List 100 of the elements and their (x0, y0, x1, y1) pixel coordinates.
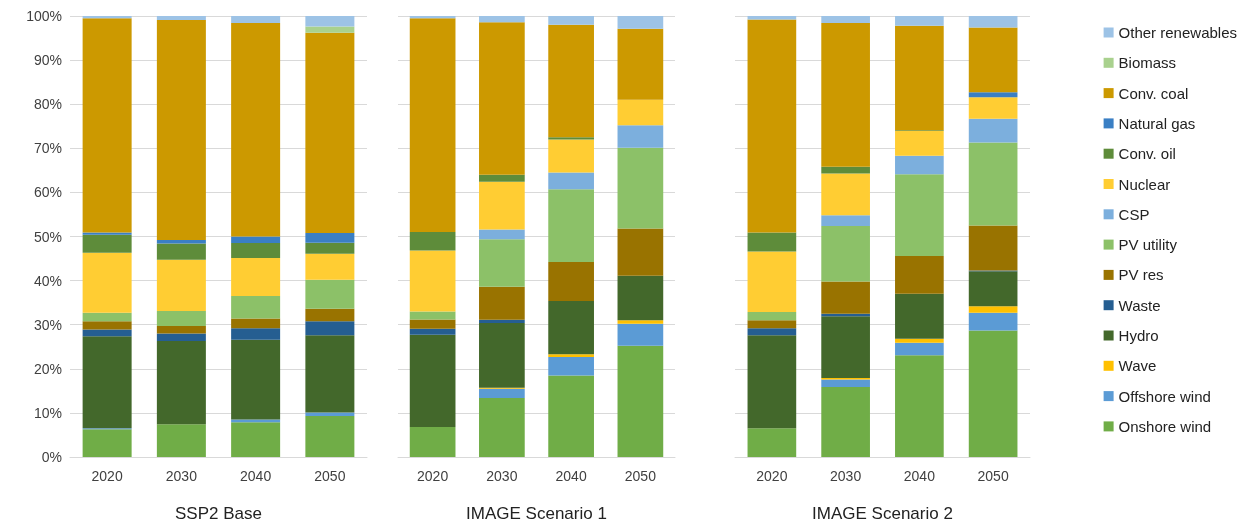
bar (305, 415, 355, 457)
legend-label: Waste (1118, 296, 1161, 314)
x-tick-label: 2050 (977, 468, 1009, 484)
bar (895, 174, 944, 256)
x-tick-label: 2030 (486, 468, 518, 484)
bar (617, 16, 664, 29)
bar (548, 16, 594, 25)
y-tick-label: 30% (33, 316, 62, 333)
bar (156, 333, 206, 342)
bar (617, 345, 664, 457)
bar (821, 281, 870, 314)
bar (968, 306, 1018, 313)
legend-label: Wave (1118, 357, 1157, 375)
bar (968, 225, 1018, 271)
bar (156, 424, 206, 457)
bar (747, 428, 797, 457)
x-tick-label: 2040 (555, 468, 587, 484)
x-tick-label: 2030 (830, 468, 862, 484)
bar (479, 319, 525, 323)
bar (548, 354, 594, 357)
bar (479, 174, 525, 182)
legend-label: Other renewables (1118, 24, 1238, 41)
bar (156, 240, 206, 244)
bar (968, 27, 1018, 93)
y-tick-label: 50% (33, 228, 62, 245)
bar (821, 316, 870, 379)
x-axis-title: IMAGE Scenario 2 (812, 504, 953, 523)
bar (548, 172, 594, 190)
bar (821, 173, 870, 216)
x-axis-title: IMAGE Scenario 1 (466, 504, 607, 523)
y-tick-label: 40% (33, 272, 62, 289)
bar (156, 341, 206, 425)
x-tick-label: 2020 (417, 468, 449, 484)
bar (156, 326, 206, 334)
legend-label: CSP (1118, 205, 1150, 223)
bar (82, 16, 132, 19)
bar (82, 321, 132, 330)
legend-label: Natural gas (1118, 114, 1196, 132)
bar (548, 300, 594, 355)
bar (895, 342, 944, 356)
bar (617, 320, 664, 324)
bar (747, 311, 797, 321)
bar (231, 422, 281, 457)
bar (895, 355, 944, 457)
bar (82, 429, 132, 457)
bar (82, 336, 132, 429)
bar (548, 375, 594, 457)
y-tick-label: 0% (41, 449, 62, 465)
bar (968, 118, 1018, 143)
bar (231, 23, 281, 237)
bar (895, 293, 944, 339)
bar (895, 16, 944, 26)
bar (305, 279, 355, 309)
bar (156, 19, 206, 241)
bar (82, 234, 132, 253)
legend-label: PV utility (1118, 236, 1178, 254)
legend-label: Conv. oil (1118, 145, 1176, 163)
bar (479, 286, 525, 320)
bar (747, 251, 797, 312)
bar (305, 253, 355, 280)
bar (156, 311, 206, 327)
bar (231, 328, 281, 340)
bar (617, 147, 664, 229)
bar (156, 243, 206, 260)
x-tick-label: 2030 (165, 468, 198, 484)
bar (156, 16, 206, 20)
legend-label: Hydro (1118, 327, 1159, 344)
bar (231, 296, 281, 319)
bar (479, 322, 525, 388)
bar (821, 23, 870, 167)
bar (305, 232, 355, 243)
x-tick-label: 2040 (903, 468, 936, 484)
legend-label: Onshore wind (1118, 417, 1212, 435)
bar (479, 22, 525, 175)
x-tick-label: 2050 (314, 468, 346, 484)
bar (617, 275, 664, 321)
bar (231, 236, 281, 244)
bar (821, 379, 870, 387)
bar (895, 255, 944, 294)
bar (409, 427, 456, 457)
bar (305, 412, 355, 416)
bar (305, 32, 355, 233)
bar (747, 335, 797, 429)
bar (409, 232, 456, 251)
bar (747, 320, 797, 329)
bar (895, 131, 944, 156)
bar (156, 259, 206, 312)
bar (895, 155, 944, 175)
bar (231, 243, 281, 259)
bar (479, 388, 525, 398)
bar (305, 321, 355, 336)
bar (968, 92, 1018, 98)
bar (821, 225, 870, 282)
x-axis-title: SSP2 Base (175, 504, 262, 523)
x-tick-label: 2020 (91, 468, 123, 484)
bar (821, 215, 870, 226)
y-tick-label: 60% (33, 184, 62, 201)
bar (968, 330, 1018, 457)
bar (231, 16, 281, 24)
bar (479, 229, 525, 240)
